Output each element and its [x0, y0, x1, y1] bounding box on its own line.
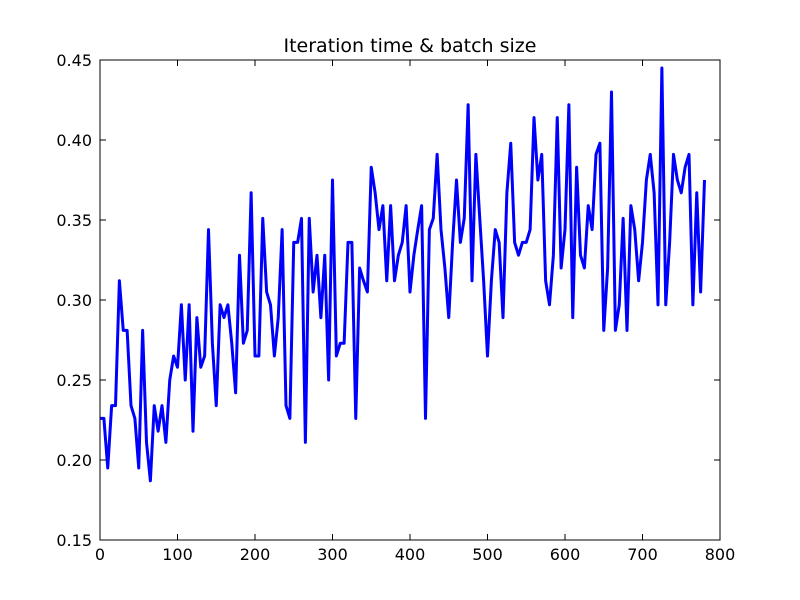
chart-title: Iteration time & batch size: [284, 35, 537, 57]
x-tick-label: 800: [705, 545, 736, 564]
y-tick-label: 0.40: [56, 131, 92, 150]
x-tick-label: 100: [162, 545, 193, 564]
x-tick-label: 0: [95, 545, 105, 564]
x-tick-label: 200: [240, 545, 271, 564]
series-line-0: [100, 66, 706, 483]
y-tick-label: 0.15: [56, 531, 92, 550]
y-tick-label: 0.35: [56, 211, 92, 230]
y-tick-label: 0.25: [56, 371, 92, 390]
axis-ticks: 0 100 200 300 400 500 600 700 800 0.15 0.20 0.25 0.3…: [56, 51, 735, 564]
x-tick-label: 500: [472, 545, 503, 564]
y-tick-label: 0.30: [56, 291, 92, 310]
x-tick-label: 400: [395, 545, 426, 564]
y-tick-label: 0.45: [56, 51, 92, 70]
y-tick-label: 0.20: [56, 451, 92, 470]
plot-area: [100, 66, 706, 483]
x-tick-label: 700: [627, 545, 658, 564]
x-tick-label: 300: [317, 545, 348, 564]
x-tick-label: 600: [550, 545, 581, 564]
